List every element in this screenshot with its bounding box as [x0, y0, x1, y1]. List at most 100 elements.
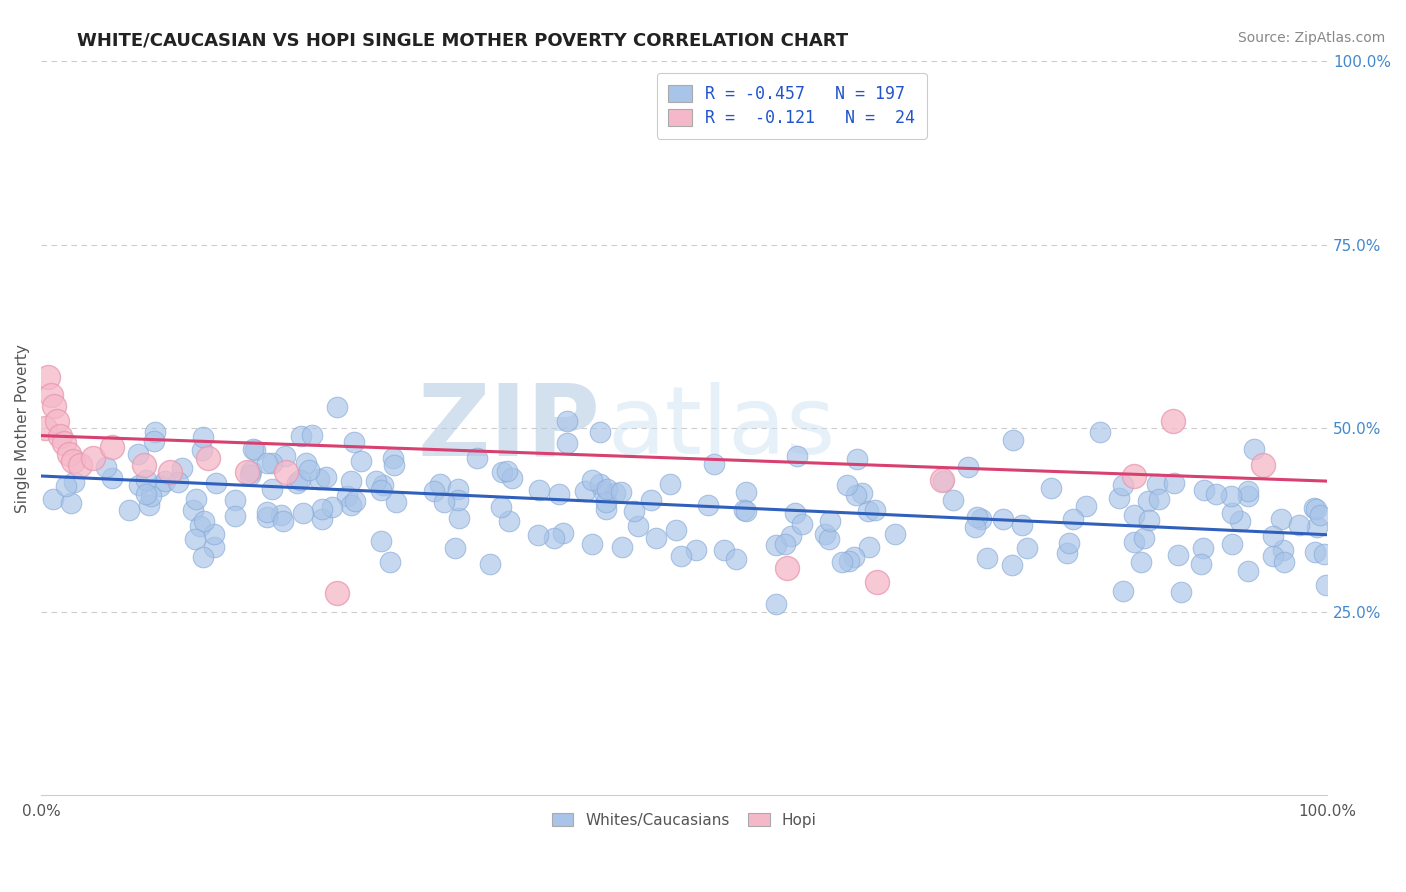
Point	[82, 450, 104, 465]
Point	[966, 510, 988, 524]
Point	[202, 527, 225, 541]
Point	[1220, 537, 1243, 551]
Point	[734, 504, 756, 518]
Point	[308, 472, 330, 486]
Point	[433, 494, 456, 508]
Point	[814, 527, 837, 541]
Point	[645, 531, 668, 545]
Point	[301, 428, 323, 442]
Point	[489, 500, 512, 514]
Point	[858, 503, 880, 517]
Point	[733, 502, 755, 516]
Point	[1137, 513, 1160, 527]
Point	[543, 531, 565, 545]
Point	[382, 458, 405, 473]
Point	[294, 456, 316, 470]
Point	[491, 465, 513, 479]
Point	[1001, 558, 1024, 573]
Point	[765, 538, 787, 552]
Point	[595, 483, 617, 497]
Point	[1192, 483, 1215, 498]
Text: atlas: atlas	[607, 383, 835, 475]
Point	[1076, 500, 1098, 514]
Point	[101, 440, 124, 454]
Point	[465, 450, 488, 465]
Point	[790, 517, 813, 532]
Point	[581, 473, 603, 487]
Point	[1039, 481, 1062, 495]
Point	[1017, 541, 1039, 555]
Point	[831, 555, 853, 569]
Point	[957, 460, 980, 475]
Point	[592, 483, 614, 498]
Point	[595, 501, 617, 516]
Point	[498, 514, 520, 528]
Point	[837, 477, 859, 491]
Point	[713, 542, 735, 557]
Point	[1146, 476, 1168, 491]
Point	[640, 493, 662, 508]
Point	[697, 498, 720, 512]
Point	[1163, 476, 1185, 491]
Point	[1122, 508, 1144, 522]
Point	[1108, 491, 1130, 505]
Point	[610, 540, 633, 554]
Point	[970, 512, 993, 526]
Point	[1305, 501, 1327, 516]
Point	[942, 492, 965, 507]
Point	[62, 454, 84, 468]
Point	[765, 598, 787, 612]
Point	[256, 505, 278, 519]
Point	[883, 527, 905, 541]
Point	[55, 479, 77, 493]
Point	[381, 450, 404, 465]
Point	[336, 489, 359, 503]
Point	[128, 478, 150, 492]
Point	[991, 512, 1014, 526]
Point	[965, 520, 987, 534]
Point	[818, 514, 841, 528]
Point	[139, 489, 162, 503]
Point	[236, 466, 259, 480]
Point	[370, 483, 392, 498]
Point	[776, 561, 799, 575]
Point	[326, 586, 349, 600]
Point	[703, 457, 725, 471]
Point	[378, 555, 401, 569]
Point	[224, 508, 246, 523]
Point	[931, 473, 953, 487]
Point	[527, 528, 550, 542]
Point	[976, 550, 998, 565]
Point	[817, 532, 839, 546]
Point	[1112, 584, 1135, 599]
Point	[932, 474, 955, 488]
Point	[1272, 555, 1295, 569]
Point	[270, 508, 292, 523]
Point	[285, 476, 308, 491]
Point	[496, 464, 519, 478]
Point	[1133, 531, 1156, 545]
Point	[96, 459, 118, 474]
Point	[184, 532, 207, 546]
Point	[371, 477, 394, 491]
Point	[311, 512, 333, 526]
Point	[1315, 577, 1337, 591]
Point	[773, 537, 796, 551]
Point	[548, 486, 571, 500]
Point	[340, 475, 363, 489]
Point	[149, 478, 172, 492]
Point	[1149, 491, 1171, 506]
Point	[127, 447, 149, 461]
Point	[45, 414, 67, 428]
Point	[669, 549, 692, 563]
Point	[370, 533, 392, 548]
Y-axis label: Single Mother Poverty: Single Mother Poverty	[15, 343, 30, 513]
Point	[444, 541, 467, 556]
Point	[340, 499, 363, 513]
Point	[298, 463, 321, 477]
Legend: Whites/Caucasians, Hopi: Whites/Caucasians, Hopi	[544, 805, 824, 836]
Point	[1056, 546, 1078, 560]
Point	[41, 388, 63, 402]
Point	[589, 425, 612, 440]
Point	[118, 502, 141, 516]
